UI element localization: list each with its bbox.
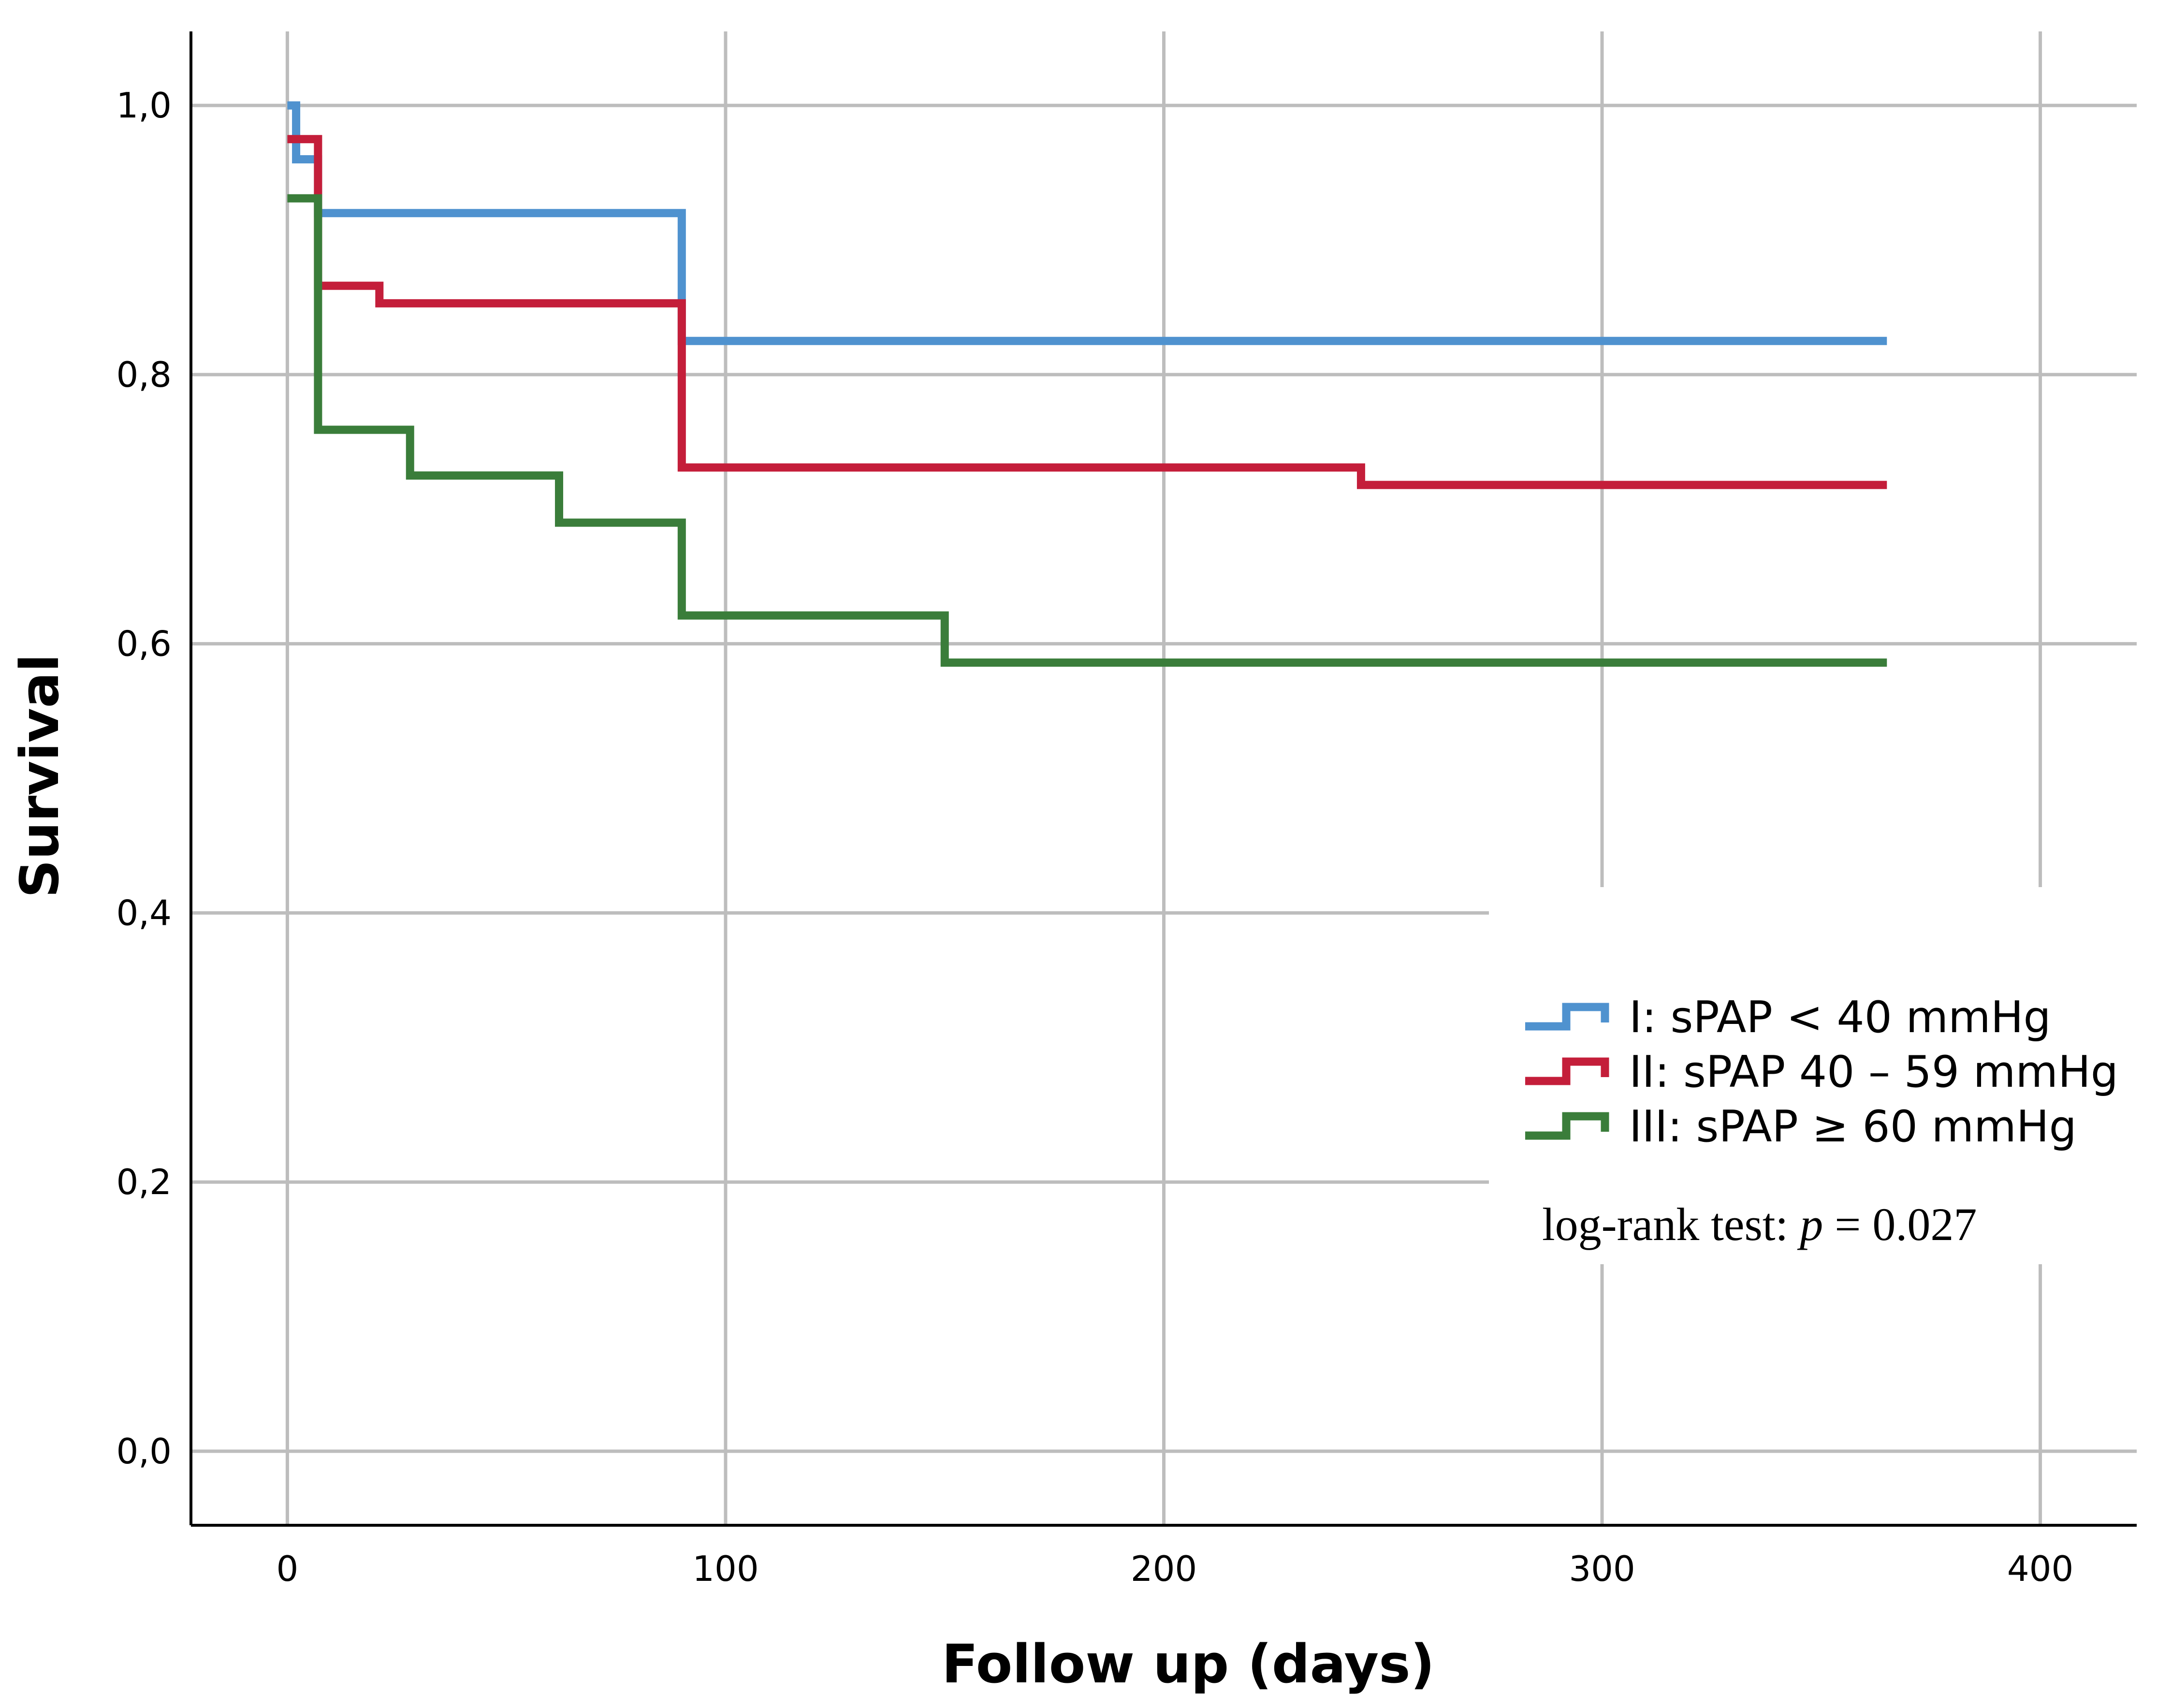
- annotation-p-value: = 0.027: [1823, 1198, 1977, 1250]
- annotation-prefix: log-rank test:: [1542, 1198, 1800, 1250]
- series-layer: [287, 101, 1887, 667]
- legend-label-1: I: sPAP < 40 mmHg: [1629, 992, 2051, 1043]
- legend-swatch-3: [1525, 1112, 1609, 1140]
- legend-background: [1489, 887, 2156, 1264]
- series-line-3: [287, 194, 1887, 667]
- y-tick-label: 0,2: [116, 1162, 172, 1202]
- log-rank-annotation: log-rank test: p = 0.027: [1542, 1198, 1977, 1250]
- x-tick-label: 0: [277, 1548, 299, 1589]
- grid: [191, 31, 2137, 1525]
- legend-label-3: III: sPAP ≥ 60 mmHg: [1629, 1101, 2077, 1152]
- tick-labels: 0 100 200 300 400 0,0 0,2 0,4 0,6 0,8 1,0: [116, 85, 2073, 1589]
- y-tick-label: 0,8: [116, 354, 172, 395]
- x-tick-label: 100: [692, 1548, 758, 1589]
- y-tick-label: 0,6: [116, 624, 172, 664]
- axes: [189, 31, 2137, 1527]
- legend-label-2: II: sPAP 40 – 59 mmHg: [1629, 1047, 2118, 1097]
- y-tick-label: 0,4: [116, 892, 172, 933]
- y-axis-title: Survival: [9, 654, 71, 898]
- legend: [1489, 887, 2156, 1264]
- y-tick-label: 0,0: [116, 1431, 172, 1472]
- x-tick-label: 300: [1569, 1548, 1635, 1589]
- x-tick-label: 400: [2007, 1548, 2073, 1589]
- legend-swatch-2: [1525, 1057, 1609, 1085]
- y-tick-label: 1,0: [116, 85, 172, 126]
- annotation-p-symbol: p: [1797, 1198, 1823, 1250]
- x-axis-title: Follow up (days): [942, 1633, 1435, 1695]
- x-tick-label: 200: [1131, 1548, 1197, 1589]
- legend-swatch-1: [1525, 1003, 1609, 1031]
